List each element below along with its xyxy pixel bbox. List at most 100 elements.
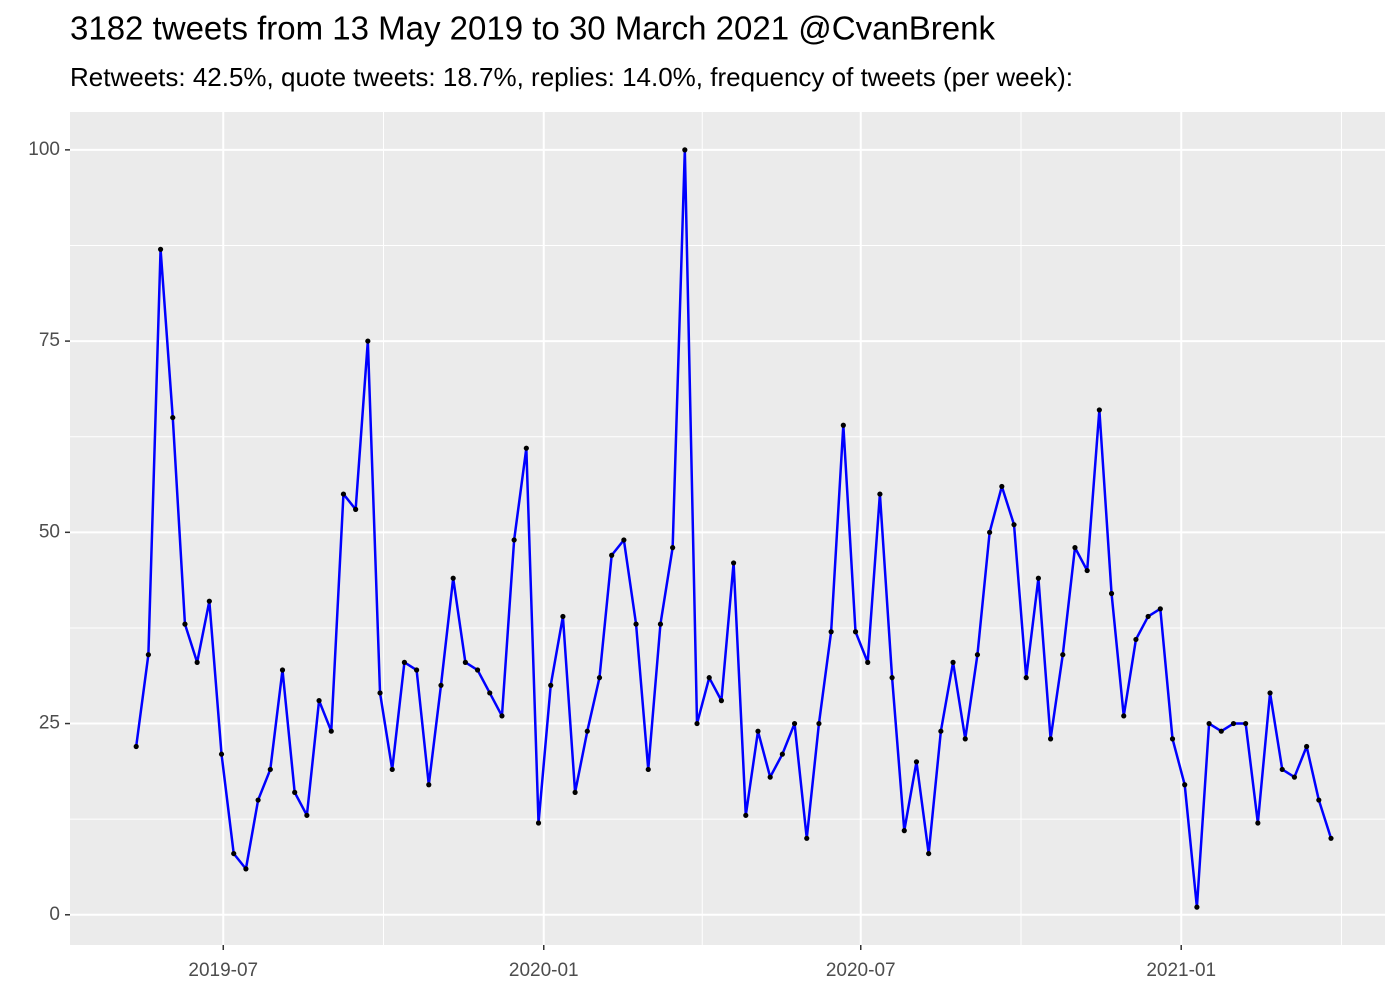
data-point [706, 675, 712, 681]
data-point [1060, 652, 1066, 658]
data-point [730, 560, 737, 566]
data-point [938, 728, 944, 734]
data-point [548, 682, 554, 688]
data-point [779, 751, 785, 757]
data-point [1096, 407, 1102, 413]
data-point [450, 575, 456, 581]
data-point [1121, 713, 1127, 719]
data-point [535, 820, 542, 826]
data-point [670, 545, 676, 551]
data-point [865, 659, 871, 665]
data-point [1035, 575, 1041, 581]
data-point [852, 629, 859, 635]
chart-subtitle: Retweets: 42.5%, quote tweets: 18.7%, re… [70, 62, 1073, 92]
data-point [1145, 613, 1151, 620]
data-point [767, 774, 773, 780]
data-point [560, 613, 566, 620]
data-point [304, 812, 310, 818]
data-point [1023, 675, 1029, 681]
data-point [1279, 766, 1285, 773]
data-point [1304, 743, 1310, 750]
data-point [633, 621, 639, 627]
data-point [1255, 820, 1261, 826]
data-point [889, 675, 895, 681]
data-point [182, 621, 188, 627]
data-point [913, 759, 920, 765]
data-point [950, 659, 956, 665]
data-point [340, 491, 347, 497]
y-tick-label: 50 [39, 521, 60, 542]
y-tick-label: 25 [39, 713, 60, 734]
data-point [901, 828, 907, 834]
data-point [1243, 720, 1249, 727]
data-point [487, 690, 493, 696]
data-point [1084, 567, 1090, 574]
data-point [316, 698, 322, 704]
data-point [1182, 782, 1188, 788]
data-point [474, 667, 481, 673]
data-point [718, 698, 725, 704]
data-point [682, 147, 688, 153]
data-point [1157, 606, 1163, 612]
data-point [609, 552, 615, 558]
y-tick-label: 75 [39, 330, 60, 351]
data-point [462, 659, 468, 665]
data-point [840, 422, 846, 428]
data-point [1206, 720, 1212, 727]
data-point [1316, 797, 1322, 803]
data-point [804, 835, 810, 841]
data-point [1230, 720, 1237, 727]
data-point [157, 246, 164, 252]
data-point [401, 659, 408, 665]
data-point [194, 659, 200, 665]
data-point [987, 529, 993, 535]
data-point [170, 414, 176, 421]
x-tick-label: 2020-01 [509, 960, 579, 981]
panel [70, 112, 1385, 945]
data-point [974, 652, 981, 658]
data-point [1169, 736, 1176, 742]
data-point [1218, 728, 1224, 734]
data-point [962, 736, 968, 742]
y-tick-label: 100 [28, 139, 60, 160]
data-point [694, 720, 700, 727]
data-point [1133, 636, 1139, 643]
data-point [133, 743, 139, 750]
data-point [365, 338, 371, 344]
data-point [1328, 835, 1334, 841]
data-point [279, 667, 286, 673]
data-point [999, 483, 1005, 490]
data-point [377, 690, 383, 696]
y-tick-label: 0 [49, 904, 60, 925]
data-point [511, 537, 517, 543]
data-point [353, 506, 359, 512]
x-tick-label: 2020-07 [826, 960, 896, 981]
data-point [1194, 904, 1200, 910]
data-point [1267, 690, 1273, 696]
data-point [499, 713, 505, 719]
data-point [438, 682, 444, 688]
data-point [596, 675, 603, 681]
data-point [645, 766, 651, 773]
data-point [523, 445, 529, 451]
data-point [389, 766, 395, 773]
data-point [328, 728, 334, 734]
data-point [1072, 545, 1078, 551]
data-point [584, 728, 590, 734]
chart-title: 3182 tweets from 13 May 2019 to 30 March… [70, 10, 995, 47]
data-point [292, 789, 298, 795]
data-point [218, 751, 225, 757]
data-point [1291, 774, 1298, 780]
data-point [877, 491, 883, 497]
x-tick-label: 2021-01 [1146, 960, 1216, 981]
data-point [621, 537, 627, 543]
data-point [1011, 522, 1017, 528]
data-point [206, 598, 212, 604]
data-point [816, 720, 822, 727]
data-point [755, 728, 761, 734]
data-point [828, 629, 834, 635]
data-point [572, 789, 578, 795]
data-point [1047, 736, 1054, 742]
data-point [426, 782, 432, 788]
data-point [255, 797, 261, 803]
